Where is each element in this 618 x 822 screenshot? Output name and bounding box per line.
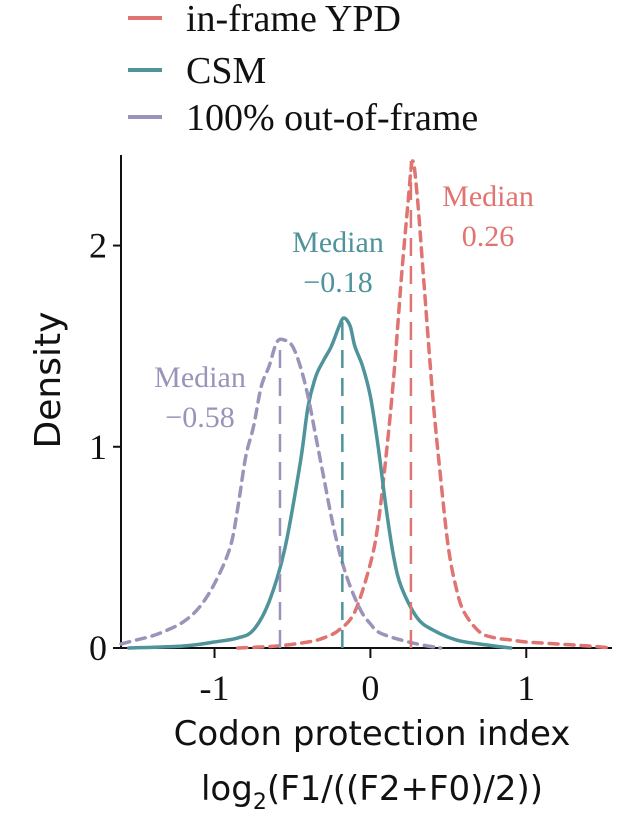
median-value: 0.26 [462,220,515,253]
formula-subscript: 2 [253,790,267,815]
legend: in-frame YPD CSM 100% out-of-frame [128,0,478,139]
formula-suffix: (F1/((F2+F0)/2)) [267,769,543,809]
median-layer: Median 0.26 Median −0.18 Median −0.58 [154,161,534,648]
x-tick-label: 0 [361,668,379,708]
x-axis-formula: log2(F1/((F2+F0)/2)) [201,769,543,815]
x-tick-label: 1 [517,668,535,708]
legend-label-in-frame: in-frame YPD [186,0,401,40]
axis-ticks: -1 0 1 0 1 2 [89,226,535,708]
y-axis-title: Density [28,312,69,449]
x-axis-title: Codon protection index [174,714,571,754]
y-tick-label: 1 [89,427,107,467]
series-line-0 [236,159,614,650]
legend-label-out-of-frame: 100% out-of-frame [186,97,478,139]
y-tick-label: 2 [89,226,107,266]
series-line-2 [119,337,443,650]
median-label: Median [442,180,534,213]
x-tick-label: -1 [200,668,230,708]
y-tick-label: 0 [89,628,107,668]
median-value: −0.58 [165,401,234,434]
formula-prefix: log [201,769,253,809]
median-label: Median [292,226,384,259]
median-label: Median [154,361,246,394]
legend-label-csm: CSM [186,50,266,92]
median-value: −0.18 [303,266,372,299]
